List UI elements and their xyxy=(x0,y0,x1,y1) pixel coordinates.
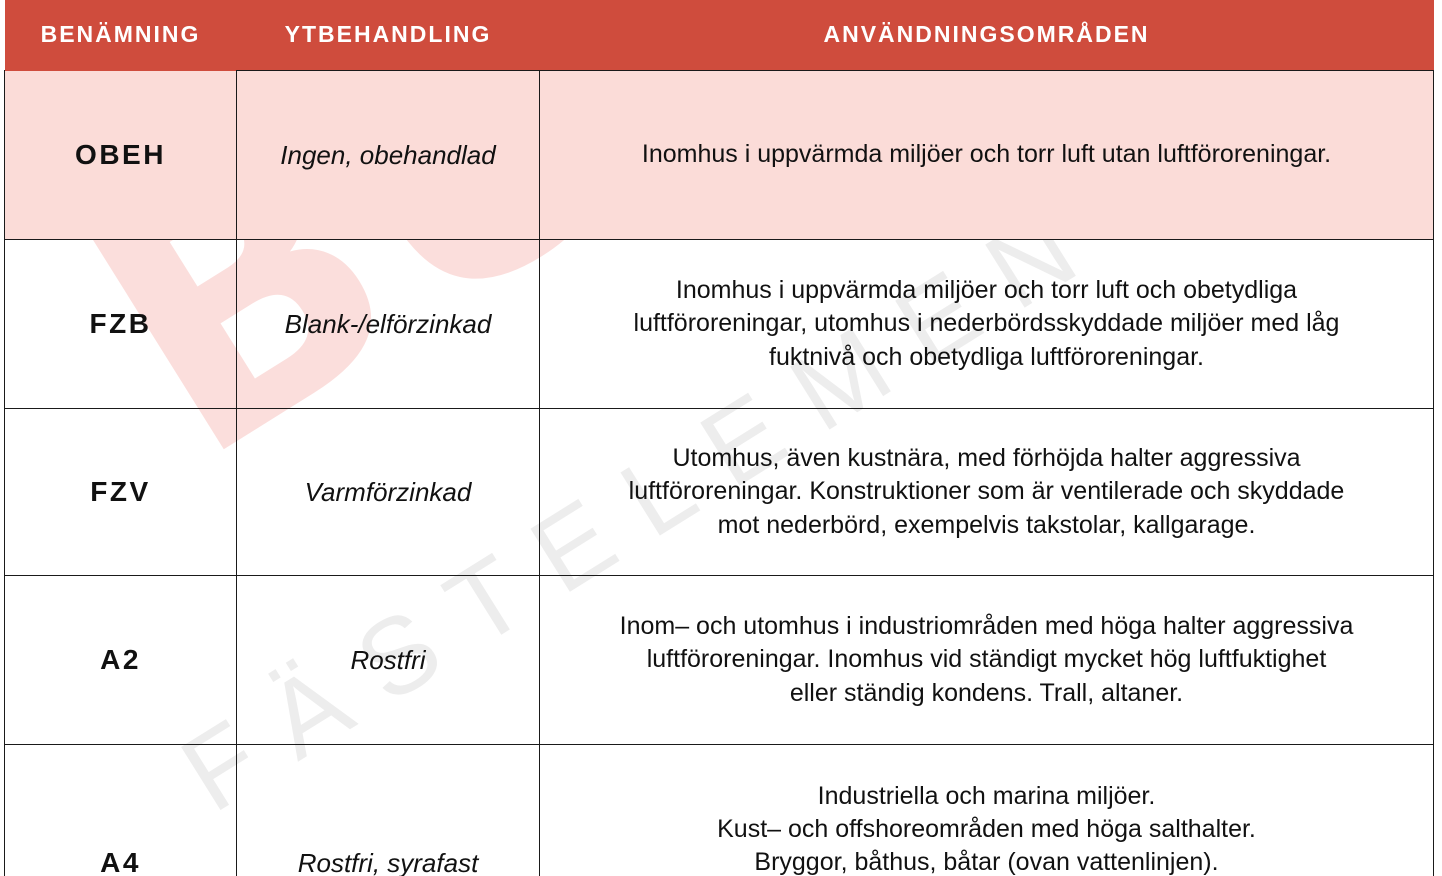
table-header: BENÄMNING YTBEHANDLING ANVÄNDNINGSOMRÅDE… xyxy=(4,0,1434,71)
cell-text-line: Kust– och offshoreområden med höga salth… xyxy=(717,815,1256,844)
cell-anvandningsomraden: Inomhus i uppvärmda miljöer och torr luf… xyxy=(539,70,1434,240)
surface-treatment-table-container: BENÄMNING YTBEHANDLING ANVÄNDNINGSOMRÅDE… xyxy=(4,0,1434,876)
cell-text-line: luftföroreningar, utomhus i nederbördssk… xyxy=(633,309,1340,338)
cell-text-line: Industriella och marina miljöer. xyxy=(817,781,1156,810)
cell-text-line: Inomhus i uppvärmda miljöer och torr luf… xyxy=(675,276,1298,305)
cell-benamning: OBEH xyxy=(4,70,237,240)
cell-text-line: Utomhus, även kustnära, med förhöjda hal… xyxy=(672,444,1301,473)
cell-anvandningsomraden: Industriella och marina miljöer. Kust– oc… xyxy=(539,744,1434,876)
cell-ytbehandling: Rostfri, syrafast xyxy=(236,744,540,876)
column-header-ytbehandling: YTBEHANDLING xyxy=(236,0,540,71)
table-header-row: BENÄMNING YTBEHANDLING ANVÄNDNINGSOMRÅDE… xyxy=(4,0,1434,71)
cell-ytbehandling: Rostfri xyxy=(236,575,540,745)
cell-ytbehandling: Varmförzinkad xyxy=(236,408,540,576)
cell-text-line: Inom– och utomhus i industriområden med … xyxy=(619,612,1354,641)
table-row: A2 Rostfri Inom– och utomhus i industriomr… xyxy=(4,575,1434,745)
table-body: OBEH Ingen, obehandlad Inomhus i uppvärmda… xyxy=(4,70,1434,876)
table-row: A4 Rostfri, syrafast Industriella och mari… xyxy=(4,744,1434,876)
table-row: FZV Varmförzinkad Utomhus, även kustnära, … xyxy=(4,408,1434,576)
cell-ytbehandling: Blank-/elförzinkad xyxy=(236,239,540,409)
cell-text-line: Bryggor, båthus, båtar (ovan vattenlinje… xyxy=(754,848,1219,876)
cell-text-line: mot nederbörd, exempelvis takstolar, kal… xyxy=(717,510,1256,539)
cell-text-line: Inomhus i uppvärmda miljöer och torr luf… xyxy=(641,140,1332,169)
cell-benamning: FZV xyxy=(4,408,237,576)
cell-anvandningsomraden: Utomhus, även kustnära, med förhöjda hal… xyxy=(539,408,1434,576)
cell-benamning: A4 xyxy=(4,744,237,876)
cell-anvandningsomraden: Inom– och utomhus i industriområden med … xyxy=(539,575,1434,745)
table-row: OBEH Ingen, obehandlad Inomhus i uppvärmda… xyxy=(4,70,1434,240)
cell-text-line: luftföroreningar. Inomhus vid ständigt m… xyxy=(646,645,1327,674)
cell-text-line: fuktnivå och obetydliga luftföroreningar… xyxy=(769,342,1204,371)
table-row: FZB Blank-/elförzinkad Inomhus i uppvärmda… xyxy=(4,239,1434,409)
cell-benamning: A2 xyxy=(4,575,237,745)
column-header-benamning: BENÄMNING xyxy=(4,0,237,71)
cell-anvandningsomraden: Inomhus i uppvärmda miljöer och torr luf… xyxy=(539,239,1434,409)
cell-text-line: eller ständig kondens. Trall, altaner. xyxy=(789,678,1184,707)
cell-ytbehandling: Ingen, obehandlad xyxy=(236,70,540,240)
cell-benamning: FZB xyxy=(4,239,237,409)
column-header-anvandningsomraden: ANVÄNDNINGSOMRÅDEN xyxy=(539,0,1434,71)
surface-treatment-table: BENÄMNING YTBEHANDLING ANVÄNDNINGSOMRÅDE… xyxy=(4,0,1434,876)
cell-text-line: luftföroreningar. Konstruktioner som är … xyxy=(628,477,1345,506)
